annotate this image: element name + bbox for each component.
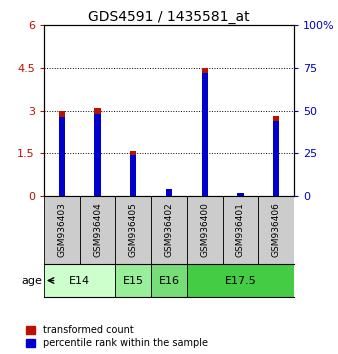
Bar	[58, 118, 65, 196]
Bar	[58, 110, 65, 196]
Text: GSM936406: GSM936406	[272, 202, 281, 257]
Legend: transformed count, percentile rank within the sample: transformed count, percentile rank withi…	[25, 324, 209, 349]
FancyBboxPatch shape	[44, 264, 115, 297]
Bar	[201, 73, 208, 196]
Text: E17.5: E17.5	[224, 275, 256, 286]
FancyBboxPatch shape	[44, 196, 80, 264]
Text: GSM936400: GSM936400	[200, 202, 209, 257]
Text: age: age	[21, 275, 42, 286]
FancyBboxPatch shape	[115, 264, 151, 297]
FancyBboxPatch shape	[187, 264, 294, 297]
Bar	[94, 108, 101, 196]
Bar	[237, 193, 244, 196]
Text: GSM936405: GSM936405	[129, 202, 138, 257]
Bar	[273, 116, 280, 196]
Bar	[201, 68, 208, 196]
FancyBboxPatch shape	[258, 196, 294, 264]
FancyBboxPatch shape	[151, 264, 187, 297]
FancyBboxPatch shape	[80, 196, 115, 264]
Bar	[130, 155, 137, 196]
FancyBboxPatch shape	[115, 196, 151, 264]
Text: E16: E16	[159, 275, 179, 286]
Text: E15: E15	[123, 275, 144, 286]
Bar	[166, 189, 172, 196]
Bar	[273, 121, 280, 196]
Text: E14: E14	[69, 275, 90, 286]
Title: GDS4591 / 1435581_at: GDS4591 / 1435581_at	[88, 10, 250, 24]
Bar	[130, 150, 137, 196]
FancyBboxPatch shape	[151, 196, 187, 264]
Bar	[94, 114, 101, 196]
Bar	[237, 193, 244, 196]
Text: GSM936401: GSM936401	[236, 202, 245, 257]
FancyBboxPatch shape	[187, 196, 223, 264]
Text: GSM936404: GSM936404	[93, 202, 102, 257]
FancyBboxPatch shape	[223, 196, 258, 264]
Bar	[166, 190, 172, 196]
Text: GSM936402: GSM936402	[165, 202, 173, 257]
Text: GSM936403: GSM936403	[57, 202, 66, 257]
